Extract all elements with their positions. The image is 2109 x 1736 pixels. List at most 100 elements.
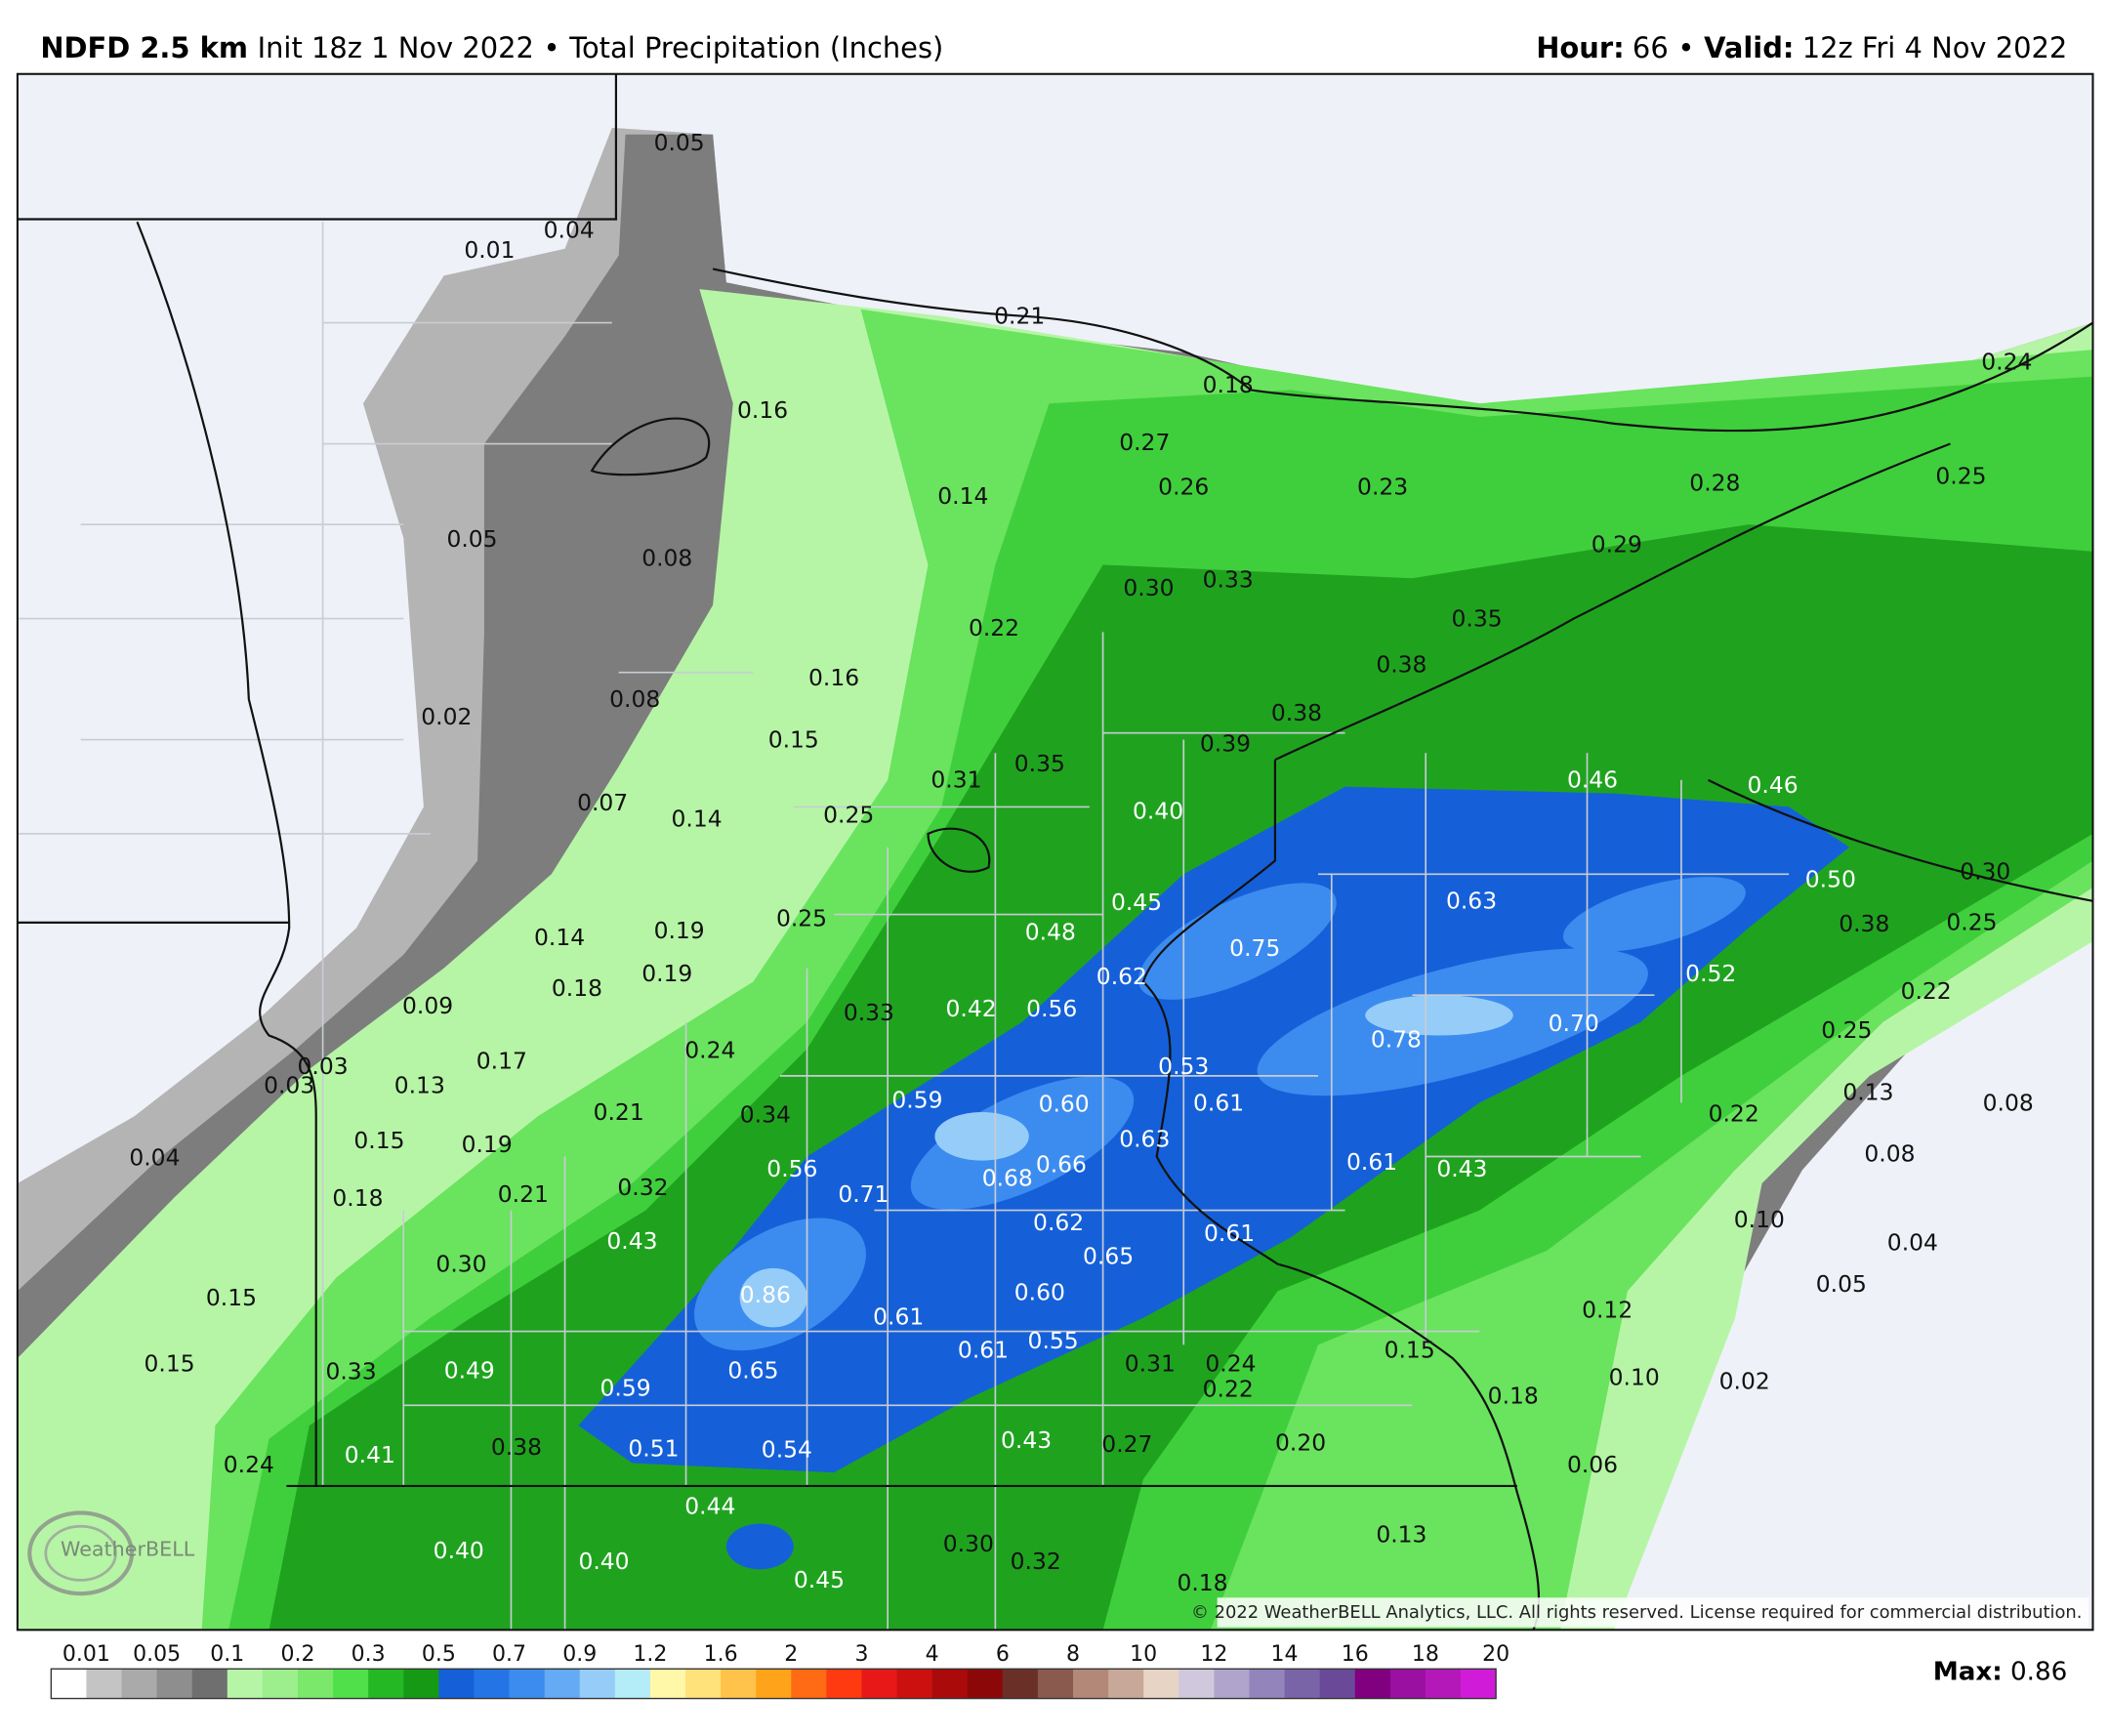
legend-swatch (685, 1669, 722, 1699)
header-right: Hour: 66 • Valid: 12z Fri 4 Nov 2022 (1536, 31, 2067, 64)
value-label: 0.61 (873, 1302, 924, 1330)
legend-swatch (1037, 1669, 1074, 1699)
value-label: 0.70 (1549, 1010, 1599, 1037)
legend-swatch (579, 1669, 616, 1699)
legend-tick-label: 0.5 (422, 1642, 456, 1667)
legend-swatch (1108, 1669, 1144, 1699)
value-label: 0.49 (444, 1356, 495, 1384)
value-label: 0.15 (206, 1284, 257, 1311)
value-label: 0.50 (1805, 866, 1856, 893)
legend-tick-label: 8 (1066, 1642, 1080, 1667)
value-label: 0.41 (345, 1441, 395, 1468)
value-label: 0.18 (1488, 1383, 1539, 1410)
value-label: 0.21 (594, 1098, 644, 1126)
value-label: 0.04 (129, 1144, 180, 1172)
legend-swatch (438, 1669, 475, 1699)
valid-label: Valid: (1704, 31, 1794, 64)
legend-tick-label: 2 (784, 1642, 798, 1667)
value-label: 0.25 (1935, 462, 1986, 489)
value-label: 0.56 (1026, 995, 1077, 1022)
value-label: 0.39 (1200, 730, 1251, 758)
value-label: 0.63 (1119, 1125, 1170, 1152)
value-label: 0.62 (1033, 1209, 1084, 1236)
value-label: 0.04 (544, 216, 595, 243)
value-label: 0.33 (844, 999, 894, 1026)
legend-swatch (403, 1669, 439, 1699)
value-label: 0.10 (1734, 1206, 1785, 1233)
value-label: 0.24 (684, 1037, 735, 1064)
value-label: 0.10 (1609, 1363, 1660, 1390)
value-label: 0.63 (1446, 888, 1497, 915)
value-label: 0.18 (552, 974, 602, 1002)
value-label: 0.25 (1821, 1016, 1872, 1044)
value-label: 0.27 (1101, 1430, 1152, 1458)
legend-swatch (227, 1669, 264, 1699)
value-label: 0.86 (740, 1281, 791, 1308)
value-label: 0.08 (609, 685, 660, 713)
value-label: 0.09 (402, 992, 453, 1019)
value-label: 0.51 (628, 1434, 679, 1462)
copyright-bg (1217, 1597, 2089, 1628)
value-label: 0.25 (1946, 909, 1997, 936)
legend-swatch (121, 1669, 158, 1699)
logo-swirl (27, 1510, 135, 1596)
logo: WeatherBELL (27, 1510, 195, 1596)
value-label: 0.23 (1357, 473, 1408, 500)
legend-swatch (156, 1669, 193, 1699)
value-label: 0.19 (641, 960, 692, 987)
value-label: 0.14 (534, 924, 585, 951)
legend-swatch (191, 1669, 228, 1699)
value-label: 0.02 (421, 703, 472, 730)
legend-swatch (967, 1669, 1004, 1699)
value-label: 0.04 (1887, 1229, 1938, 1257)
legend-tick-label: 1.6 (704, 1642, 738, 1667)
value-label: 0.61 (1204, 1219, 1255, 1247)
legend-swatch (51, 1669, 87, 1699)
valid: 12z Fri 4 Nov 2022 (1802, 31, 2068, 64)
value-label: 0.46 (1748, 771, 1799, 799)
value-label: 0.15 (1385, 1337, 1435, 1364)
value-label: 0.07 (577, 789, 628, 816)
value-label: 0.02 (1719, 1367, 1770, 1394)
value-label: 0.48 (1025, 918, 1076, 945)
legend-swatch (1002, 1669, 1039, 1699)
legend-tick-label: 10 (1130, 1642, 1157, 1667)
legend-tick-label: 0.1 (210, 1642, 244, 1667)
legend-swatch (297, 1669, 334, 1699)
value-label: 0.22 (1709, 1099, 1759, 1127)
value-label: 0.31 (930, 766, 981, 794)
value-label: 0.30 (1960, 857, 2010, 885)
legend-swatch (262, 1669, 299, 1699)
value-label: 0.01 (464, 236, 515, 264)
value-label: 0.29 (1592, 531, 1642, 558)
map-frame (16, 72, 2094, 1632)
value-label: 0.32 (617, 1174, 668, 1201)
value-label: 0.27 (1119, 429, 1170, 456)
legend-swatch (1073, 1669, 1109, 1699)
value-label: 0.40 (1133, 797, 1183, 824)
value-label: 0.21 (498, 1180, 549, 1208)
legend-tick-label: 4 (926, 1642, 939, 1667)
legend-swatch (1214, 1669, 1250, 1699)
legend-tick-label: 0.9 (562, 1642, 597, 1667)
county-lines (17, 222, 1790, 1631)
value-label: 0.14 (937, 482, 988, 510)
value-label: 0.68 (982, 1164, 1033, 1191)
model: NDFD 2.5 km (40, 31, 248, 64)
legend-tick-label: 0.01 (62, 1642, 110, 1667)
value-label: 0.34 (740, 1101, 791, 1129)
value-label: 0.30 (435, 1251, 486, 1278)
legend-tick-label: 12 (1200, 1642, 1227, 1667)
value-label: 0.43 (606, 1227, 657, 1255)
legend-swatch (791, 1669, 827, 1699)
map-area (17, 73, 2093, 1631)
legend-swatch (1461, 1669, 1497, 1699)
value-label: 0.43 (1436, 1155, 1487, 1182)
value-label: 0.60 (1014, 1278, 1065, 1305)
legend-swatch (756, 1669, 792, 1699)
value-label: 0.40 (578, 1548, 629, 1575)
value-label: 0.08 (1983, 1089, 2034, 1116)
value-label: 0.18 (1203, 371, 1254, 398)
